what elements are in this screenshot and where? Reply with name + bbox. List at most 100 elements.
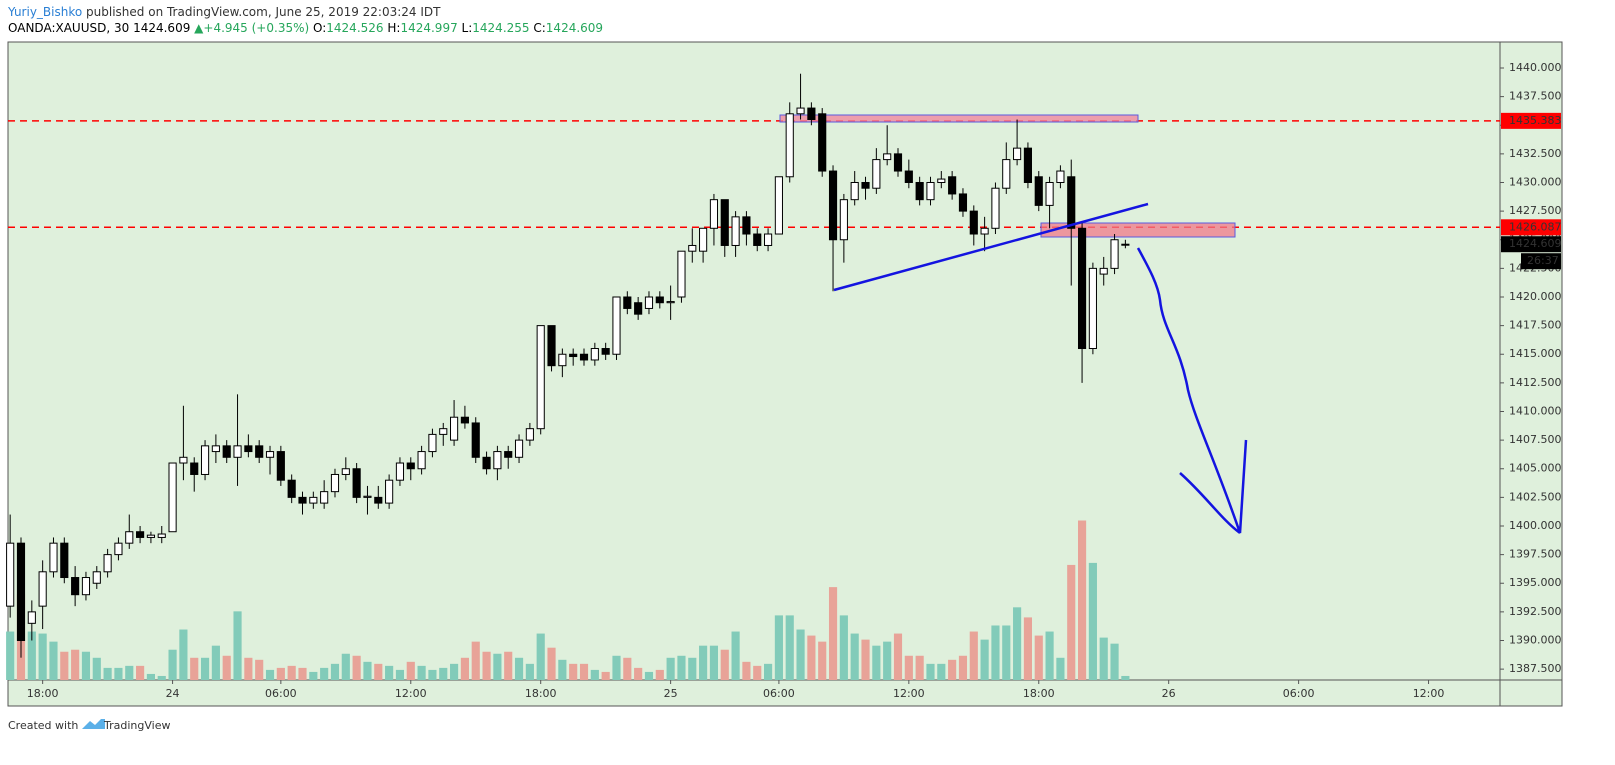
volume-bar (807, 635, 816, 680)
volume-bar (1045, 631, 1054, 680)
volume-bar (200, 657, 210, 680)
volume-bar (937, 663, 946, 680)
candle-body (406, 462, 415, 470)
volume-bar (103, 667, 112, 680)
countdown: 26:37 (1527, 254, 1559, 267)
volume-bar (644, 671, 654, 680)
candle-body (179, 456, 188, 464)
candle-body (569, 353, 578, 358)
candle-body (720, 199, 729, 246)
candle-body (200, 445, 210, 475)
volume-bar (482, 651, 491, 680)
author[interactable]: Yuriy_Bishko (7, 5, 82, 19)
y-tick-label: 1437.500 (1509, 90, 1562, 103)
header-line2: OANDA:XAUUSD, 30 1424.609 ▲+4.945 (+0.35… (8, 21, 603, 35)
candle-body (16, 542, 26, 641)
volume-bar (168, 649, 177, 680)
volume-bar (504, 651, 513, 680)
candle-body (49, 542, 58, 573)
l-value: 1424.255 (472, 21, 529, 35)
volume-bar (244, 657, 253, 680)
candle-body (1034, 176, 1043, 206)
volume-bar (298, 667, 307, 680)
volume-bar (753, 665, 762, 680)
candle-body (1045, 181, 1054, 206)
candle-body (103, 554, 112, 573)
candle-body (590, 348, 599, 361)
volume-bar (374, 663, 383, 680)
volume-bar (1056, 657, 1065, 680)
candle-body (330, 473, 340, 493)
resistance-zone (779, 114, 1139, 123)
volume-bar (309, 671, 318, 680)
footer-brand[interactable]: TradingView (103, 719, 170, 732)
y-tick-label: 1440.000 (1509, 61, 1562, 74)
candle-body (547, 325, 556, 367)
volume-bar (460, 657, 469, 680)
candle-body (6, 542, 15, 607)
volume-bar (6, 631, 15, 680)
candle-body (1077, 227, 1087, 350)
candle-body (525, 428, 534, 441)
volume-bar (655, 669, 664, 680)
candle-body (190, 462, 199, 475)
candle-body (38, 571, 47, 607)
h-label: H: (387, 21, 400, 35)
candle-body (655, 296, 664, 304)
candle-body (417, 451, 426, 470)
volume-bar (27, 631, 36, 680)
volume-bar (330, 663, 340, 680)
volume-bar (796, 629, 805, 680)
volume-bar (590, 669, 599, 680)
x-tick-label: 18:00 (27, 687, 59, 700)
x-tick-label: 18:00 (1023, 687, 1055, 700)
volume-bar (471, 641, 480, 680)
volume-bar (265, 669, 275, 680)
volume-bar (991, 625, 1000, 680)
candle-body (948, 176, 957, 195)
candle-body (1121, 243, 1130, 246)
candle-body (211, 445, 220, 453)
candle-body (1067, 176, 1076, 229)
volume-bar (211, 645, 220, 680)
volume-bar (450, 663, 459, 680)
volume-bar (1099, 637, 1108, 680)
volume-bar (1077, 520, 1087, 680)
candle-body (1088, 267, 1097, 350)
candle-body (1013, 147, 1022, 161)
candle-body (904, 170, 913, 183)
x-tick-label: 06:00 (763, 687, 795, 700)
candle-body (395, 462, 405, 481)
y-tick-label: 1410.000 (1509, 404, 1562, 417)
volume-bar (428, 669, 437, 680)
y-tick-label: 1397.500 (1509, 548, 1562, 561)
candle-body (872, 159, 881, 189)
volume-bar (125, 665, 134, 680)
volume-bar (720, 649, 729, 680)
retest-zone (1040, 222, 1236, 238)
candle-body (114, 542, 123, 556)
volume-bar (222, 655, 231, 680)
candle-body (634, 302, 643, 315)
candle-body (915, 181, 924, 201)
candle-body (460, 416, 469, 424)
candle-body (92, 571, 101, 584)
y-tick-label: 1417.500 (1509, 319, 1562, 332)
volume-bar (406, 661, 415, 680)
drawn-arrow (1136, 247, 1248, 535)
y-tick-label: 1392.500 (1509, 605, 1562, 618)
candle-body (222, 445, 231, 458)
volume-bar (179, 629, 188, 680)
volume-bar (493, 653, 502, 680)
volume-bar (699, 645, 708, 680)
volume-bar (49, 641, 58, 680)
volume-bar (742, 661, 751, 680)
y-tick-label: 1402.500 (1509, 490, 1562, 503)
volume-bar (634, 667, 643, 680)
candle-body (168, 462, 177, 533)
level-label-bg (1501, 219, 1561, 236)
volume-bar (92, 657, 101, 680)
volume-bar (893, 633, 903, 680)
candle-body (482, 456, 491, 470)
volume-bar (601, 671, 610, 680)
